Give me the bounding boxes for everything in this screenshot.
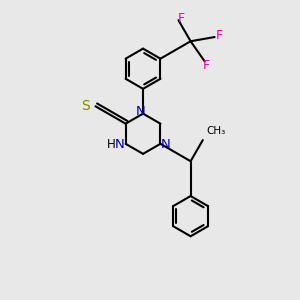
Text: F: F — [203, 59, 210, 72]
Text: N: N — [115, 138, 125, 151]
Text: N: N — [161, 138, 171, 151]
Text: F: F — [178, 12, 185, 25]
Text: CH₃: CH₃ — [206, 126, 226, 136]
Text: N: N — [136, 105, 146, 118]
Text: H: H — [107, 138, 116, 151]
Text: S: S — [81, 99, 89, 113]
Text: F: F — [216, 29, 223, 42]
